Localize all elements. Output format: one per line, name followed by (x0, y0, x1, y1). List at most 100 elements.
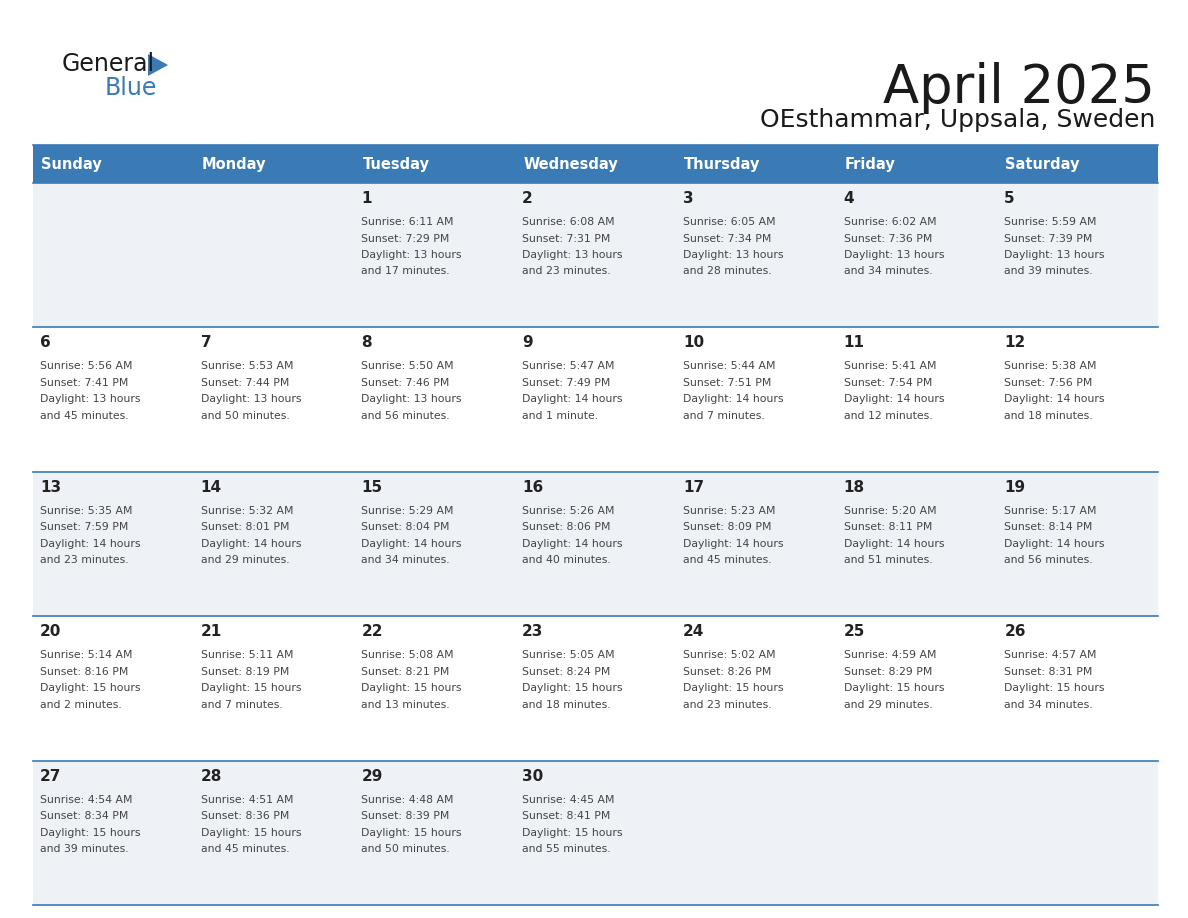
Text: Daylight: 13 hours: Daylight: 13 hours (683, 250, 783, 260)
Text: 29: 29 (361, 768, 383, 784)
Text: Sunset: 8:36 PM: Sunset: 8:36 PM (201, 812, 289, 821)
Bar (33, 145, 194, 183)
Text: 4: 4 (843, 191, 854, 206)
Bar (194, 472, 354, 616)
Text: 16: 16 (523, 480, 543, 495)
Text: Sunrise: 5:11 AM: Sunrise: 5:11 AM (201, 650, 293, 660)
Text: 25: 25 (843, 624, 865, 639)
Text: 26: 26 (1004, 624, 1025, 639)
Text: Sunset: 7:46 PM: Sunset: 7:46 PM (361, 378, 450, 388)
Text: Daylight: 13 hours: Daylight: 13 hours (361, 395, 462, 405)
Bar (516, 183, 676, 328)
Text: Daylight: 15 hours: Daylight: 15 hours (201, 683, 302, 693)
Text: Sunset: 7:51 PM: Sunset: 7:51 PM (683, 378, 771, 388)
Text: Daylight: 14 hours: Daylight: 14 hours (843, 539, 944, 549)
Text: Sunset: 7:41 PM: Sunset: 7:41 PM (40, 378, 128, 388)
Text: Sunrise: 4:51 AM: Sunrise: 4:51 AM (201, 795, 293, 804)
Text: Sunset: 7:31 PM: Sunset: 7:31 PM (523, 233, 611, 243)
Text: General: General (62, 52, 156, 76)
Text: and 7 minutes.: and 7 minutes. (683, 411, 765, 420)
Bar (836, 616, 997, 761)
Text: Daylight: 14 hours: Daylight: 14 hours (361, 539, 462, 549)
Text: 18: 18 (843, 480, 865, 495)
Bar (33, 328, 194, 472)
Text: Sunrise: 5:14 AM: Sunrise: 5:14 AM (40, 650, 133, 660)
Bar (33, 472, 194, 616)
Text: Daylight: 14 hours: Daylight: 14 hours (1004, 395, 1105, 405)
Text: and 39 minutes.: and 39 minutes. (1004, 266, 1093, 276)
Bar (354, 145, 516, 183)
Text: Sunset: 7:59 PM: Sunset: 7:59 PM (40, 522, 128, 532)
Bar (194, 328, 354, 472)
Text: OEsthammar, Uppsala, Sweden: OEsthammar, Uppsala, Sweden (759, 108, 1155, 132)
Text: Daylight: 15 hours: Daylight: 15 hours (843, 683, 944, 693)
Text: and 45 minutes.: and 45 minutes. (683, 555, 771, 565)
Text: and 34 minutes.: and 34 minutes. (843, 266, 933, 276)
Text: Sunrise: 5:02 AM: Sunrise: 5:02 AM (683, 650, 776, 660)
Text: and 34 minutes.: and 34 minutes. (361, 555, 450, 565)
Bar (354, 616, 516, 761)
Text: Sunday: Sunday (42, 156, 102, 172)
Text: 20: 20 (40, 624, 62, 639)
Text: 22: 22 (361, 624, 383, 639)
Text: Blue: Blue (105, 76, 157, 100)
Bar (516, 616, 676, 761)
Text: 14: 14 (201, 480, 222, 495)
Bar (997, 472, 1158, 616)
Text: and 29 minutes.: and 29 minutes. (843, 700, 933, 710)
Text: Sunset: 8:31 PM: Sunset: 8:31 PM (1004, 666, 1093, 677)
Text: 10: 10 (683, 335, 704, 351)
Text: and 39 minutes.: and 39 minutes. (40, 844, 128, 854)
Text: Sunset: 8:24 PM: Sunset: 8:24 PM (523, 666, 611, 677)
Text: Sunrise: 5:41 AM: Sunrise: 5:41 AM (843, 362, 936, 372)
Text: Sunrise: 4:54 AM: Sunrise: 4:54 AM (40, 795, 133, 804)
Text: Sunrise: 5:56 AM: Sunrise: 5:56 AM (40, 362, 133, 372)
Text: 30: 30 (523, 768, 543, 784)
Text: Saturday: Saturday (1005, 156, 1080, 172)
Bar (33, 183, 194, 328)
Text: Sunset: 8:21 PM: Sunset: 8:21 PM (361, 666, 450, 677)
Bar (676, 472, 836, 616)
Text: Sunrise: 5:32 AM: Sunrise: 5:32 AM (201, 506, 293, 516)
Bar (194, 183, 354, 328)
Text: Sunrise: 4:45 AM: Sunrise: 4:45 AM (523, 795, 614, 804)
Bar (354, 761, 516, 905)
Text: and 56 minutes.: and 56 minutes. (361, 411, 450, 420)
Text: Sunset: 7:44 PM: Sunset: 7:44 PM (201, 378, 289, 388)
Text: Sunrise: 6:08 AM: Sunrise: 6:08 AM (523, 217, 614, 227)
Text: and 17 minutes.: and 17 minutes. (361, 266, 450, 276)
Text: Sunrise: 6:11 AM: Sunrise: 6:11 AM (361, 217, 454, 227)
Text: Friday: Friday (845, 156, 896, 172)
Text: and 13 minutes.: and 13 minutes. (361, 700, 450, 710)
Text: and 45 minutes.: and 45 minutes. (201, 844, 290, 854)
Bar (194, 761, 354, 905)
Text: Sunrise: 4:59 AM: Sunrise: 4:59 AM (843, 650, 936, 660)
Text: and 12 minutes.: and 12 minutes. (843, 411, 933, 420)
Text: Sunset: 8:29 PM: Sunset: 8:29 PM (843, 666, 931, 677)
Text: Sunset: 8:11 PM: Sunset: 8:11 PM (843, 522, 931, 532)
Text: Sunset: 8:14 PM: Sunset: 8:14 PM (1004, 522, 1093, 532)
Text: 24: 24 (683, 624, 704, 639)
Bar (33, 761, 194, 905)
Bar (354, 328, 516, 472)
Text: and 55 minutes.: and 55 minutes. (523, 844, 611, 854)
Text: Daylight: 15 hours: Daylight: 15 hours (40, 828, 140, 837)
Bar (836, 183, 997, 328)
Text: 28: 28 (201, 768, 222, 784)
Text: Tuesday: Tuesday (362, 156, 429, 172)
Text: Sunrise: 5:20 AM: Sunrise: 5:20 AM (843, 506, 936, 516)
Text: 13: 13 (40, 480, 61, 495)
Bar (676, 183, 836, 328)
Text: Daylight: 13 hours: Daylight: 13 hours (40, 395, 140, 405)
Bar (33, 616, 194, 761)
Text: 8: 8 (361, 335, 372, 351)
Text: Sunset: 8:19 PM: Sunset: 8:19 PM (201, 666, 289, 677)
Text: Daylight: 15 hours: Daylight: 15 hours (523, 683, 623, 693)
Text: Sunrise: 5:59 AM: Sunrise: 5:59 AM (1004, 217, 1097, 227)
Bar (676, 616, 836, 761)
Text: and 18 minutes.: and 18 minutes. (1004, 411, 1093, 420)
Text: Sunset: 8:04 PM: Sunset: 8:04 PM (361, 522, 450, 532)
Text: Daylight: 15 hours: Daylight: 15 hours (201, 828, 302, 837)
Text: 15: 15 (361, 480, 383, 495)
Text: 12: 12 (1004, 335, 1025, 351)
